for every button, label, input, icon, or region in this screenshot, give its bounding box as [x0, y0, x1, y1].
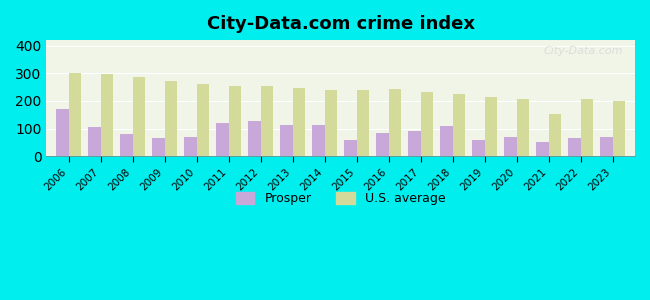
- Bar: [185, 137, 197, 156]
- Bar: [357, 90, 369, 156]
- Bar: [473, 140, 485, 156]
- Bar: [569, 138, 580, 156]
- Bar: [536, 142, 549, 156]
- Bar: [101, 74, 113, 156]
- Bar: [88, 127, 101, 156]
- Bar: [197, 84, 209, 156]
- Bar: [324, 90, 337, 156]
- Bar: [248, 121, 261, 156]
- Bar: [580, 99, 593, 156]
- Bar: [57, 109, 69, 156]
- Bar: [133, 76, 145, 156]
- Bar: [408, 131, 421, 156]
- Bar: [292, 88, 305, 156]
- Bar: [344, 140, 357, 156]
- Bar: [216, 123, 229, 156]
- Bar: [504, 137, 517, 156]
- Legend: Prosper, U.S. average: Prosper, U.S. average: [231, 187, 450, 210]
- Bar: [376, 134, 389, 156]
- Bar: [120, 134, 133, 156]
- Bar: [389, 89, 401, 156]
- Bar: [153, 138, 164, 156]
- Bar: [261, 86, 273, 156]
- Bar: [164, 81, 177, 156]
- Bar: [421, 92, 433, 156]
- Bar: [601, 137, 612, 156]
- Bar: [280, 125, 292, 156]
- Bar: [517, 99, 528, 156]
- Text: City-Data.com: City-Data.com: [543, 46, 623, 56]
- Bar: [69, 73, 81, 156]
- Bar: [452, 94, 465, 156]
- Bar: [441, 126, 452, 156]
- Title: City-Data.com crime index: City-Data.com crime index: [207, 15, 474, 33]
- Bar: [313, 125, 324, 156]
- Bar: [549, 114, 561, 156]
- Bar: [485, 97, 497, 156]
- Bar: [229, 86, 240, 156]
- Bar: [612, 101, 625, 156]
